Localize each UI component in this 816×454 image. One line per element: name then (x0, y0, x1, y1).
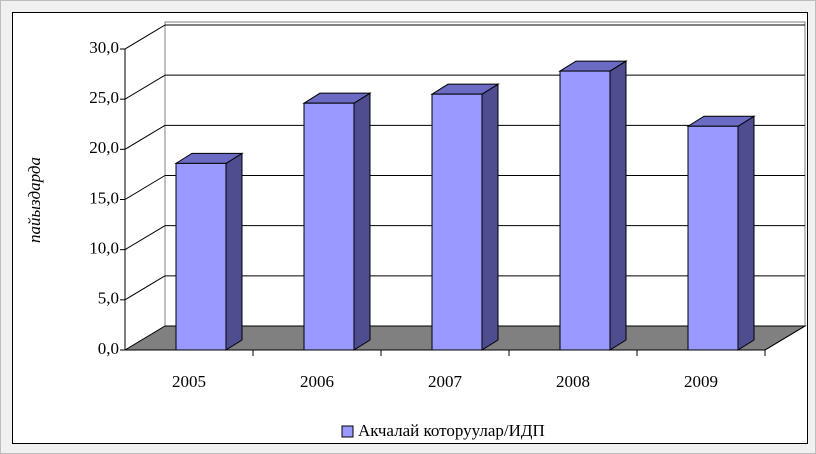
grid-line (124, 124, 166, 150)
x-tick-label: 2009 (684, 372, 718, 391)
y-tick-label: 0,0 (98, 339, 119, 358)
bar (431, 93, 483, 351)
bar-side (353, 92, 371, 351)
y-tick-label: 15,0 (89, 188, 119, 207)
grid-line (124, 275, 166, 301)
grid-line (124, 74, 166, 100)
bar (559, 70, 611, 351)
grid-line (124, 225, 166, 251)
y-tick-label: 30,0 (89, 38, 119, 57)
y-tick-label: 25,0 (89, 88, 119, 107)
bar-side (481, 83, 499, 351)
bar (687, 125, 739, 351)
grid-line (124, 24, 166, 50)
y-tick-label: 5,0 (98, 289, 119, 308)
x-tick-label: 2005 (172, 372, 206, 391)
legend-label: Акчалай которуулар/ИДП (358, 421, 545, 440)
y-tick-label: 10,0 (89, 239, 119, 258)
x-tick-label: 2006 (300, 372, 334, 391)
floor-edge (764, 325, 806, 351)
bar-side (225, 152, 243, 351)
bar (175, 162, 227, 351)
x-tick-label: 2007 (428, 372, 463, 391)
y-axis-label: пайыздарда (25, 157, 44, 243)
bar (303, 102, 355, 351)
bar-side (737, 115, 755, 351)
legend-swatch (341, 425, 354, 438)
grid-line (124, 175, 166, 200)
y-tick-label: 20,0 (89, 138, 119, 157)
bar-side (609, 60, 627, 351)
x-tick-label: 2008 (556, 372, 590, 391)
